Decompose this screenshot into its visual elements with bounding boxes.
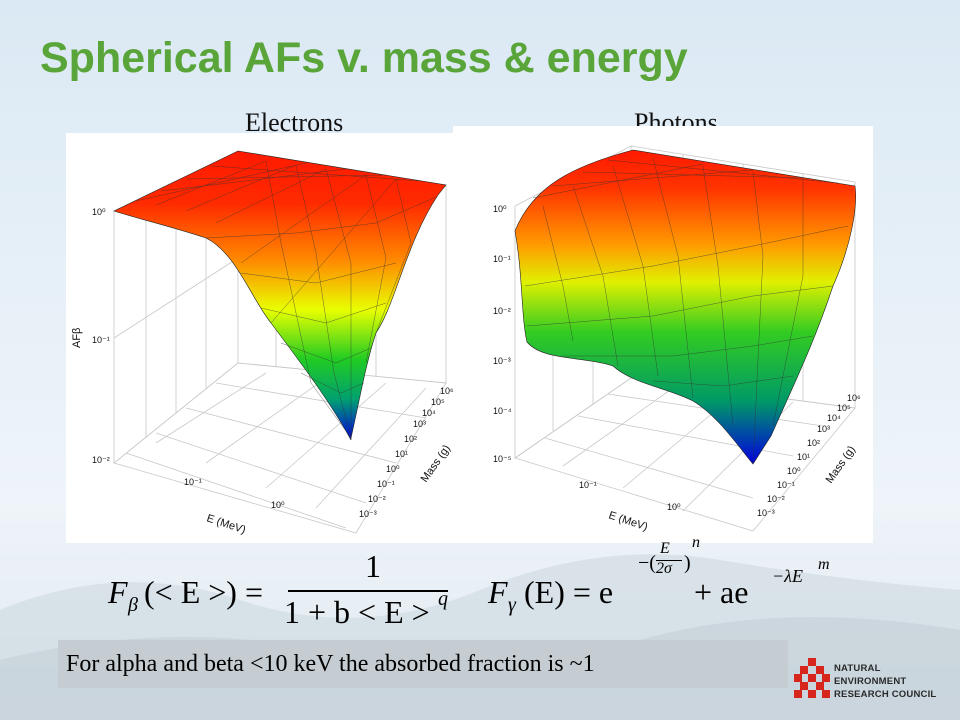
x-tick: 10⁻¹ — [184, 477, 202, 487]
electrons-label: Electrons — [245, 108, 344, 137]
y-tick: 10⁰ — [787, 466, 801, 476]
y-tick: 10⁻² — [767, 494, 785, 504]
y-tick: 10¹ — [395, 449, 408, 459]
gamma-lhs: F — [488, 574, 508, 610]
gamma-sub: γ — [508, 594, 516, 616]
beta-denominator: 1 + b < E > — [284, 594, 430, 630]
gamma-rest-exp: −λE — [772, 566, 803, 586]
x-axis-label: E (MeV) — [205, 512, 247, 536]
x-tick: 10⁻¹ — [579, 480, 597, 490]
nerc-logo-icon — [794, 658, 830, 698]
y-tick: 10⁴ — [827, 413, 841, 423]
y-tick: 10⁶ — [847, 393, 861, 403]
slide-title: Spherical AFs v. mass & energy — [40, 34, 688, 82]
photon-surface-plot: 10⁰ 10⁻¹ 10⁻² 10⁻³ 10⁻⁴ 10⁻⁵ 10⁻¹ 10⁰ E … — [453, 126, 873, 543]
y-tick: 10⁵ — [431, 397, 445, 407]
y-tick: 10⁻¹ — [377, 479, 395, 489]
z-tick: 10⁻³ — [493, 356, 511, 366]
z-tick: 10⁻¹ — [92, 335, 110, 345]
y-tick: 10⁶ — [440, 386, 454, 396]
z-tick: 10⁰ — [92, 207, 106, 217]
y-tick: 10⁰ — [386, 464, 400, 474]
gamma-rest: + ae — [694, 574, 749, 610]
beta-numerator: 1 — [365, 548, 381, 584]
y-tick: 10⁵ — [837, 403, 851, 413]
y-tick: 10⁴ — [422, 408, 436, 418]
y-tick: 10⁻¹ — [777, 480, 795, 490]
logo-line: RESEARCH COUNCIL — [834, 689, 937, 700]
beta-den-exp: q — [438, 588, 448, 610]
z-tick: 10⁻⁴ — [493, 406, 512, 416]
gamma-exp-bot: 2σ — [656, 560, 672, 577]
z-tick: 10⁻⁵ — [493, 454, 512, 464]
caption-box: For alpha and beta <10 keV the absorbed … — [58, 640, 788, 688]
gamma-exp-top: E — [660, 540, 670, 557]
gamma-equation: F γ (E) = e −( E 2σ ) n + ae −λE m — [488, 534, 830, 616]
electron-surface-plot: 10⁰ 10⁻¹ 10⁻² AFβ 10⁻¹ 10⁰ E (MeV) 10⁻³ … — [66, 133, 454, 543]
gamma-exp-n: n — [692, 534, 700, 551]
x-tick: 10⁰ — [271, 500, 285, 510]
x-tick: 10⁰ — [667, 502, 681, 512]
z-tick: 10⁻¹ — [493, 254, 511, 264]
x-axis-label: E (MeV) — [607, 509, 649, 533]
y-tick: 10² — [404, 434, 417, 444]
y-tick: 10⁻³ — [757, 508, 775, 518]
z-tick: 10⁰ — [493, 204, 507, 214]
z-axis-label: AFβ — [71, 328, 83, 348]
gamma-rest-m: m — [818, 556, 830, 573]
y-axis-label: Mass (g) — [824, 444, 858, 486]
exp-fraction-bar — [656, 560, 682, 561]
y-tick: 10³ — [817, 424, 830, 434]
logo-line: ENVIRONMENT — [834, 676, 907, 687]
y-tick: 10² — [807, 438, 820, 448]
z-tick: 10⁻² — [493, 306, 511, 316]
gamma-arg: (E) = e — [524, 574, 614, 610]
z-tick: 10⁻² — [92, 455, 110, 465]
beta-lhs: F — [108, 574, 128, 610]
beta-arg: (< E >) = — [144, 574, 263, 610]
y-tick: 10⁻² — [368, 494, 386, 504]
fraction-bar — [288, 590, 448, 592]
y-tick: 10⁻³ — [359, 509, 377, 519]
y-axis-label: Mass (g) — [419, 443, 453, 485]
y-tick: 10¹ — [797, 452, 810, 462]
y-tick: 10³ — [413, 419, 426, 429]
nerc-logo-text: NATURAL ENVIRONMENT RESEARCH COUNCIL — [834, 662, 936, 701]
beta-equation: F β (< E >) = 1 1 + b < E > q — [108, 548, 448, 642]
beta-sub: β — [128, 594, 138, 616]
logo-line: NATURAL — [834, 663, 881, 674]
